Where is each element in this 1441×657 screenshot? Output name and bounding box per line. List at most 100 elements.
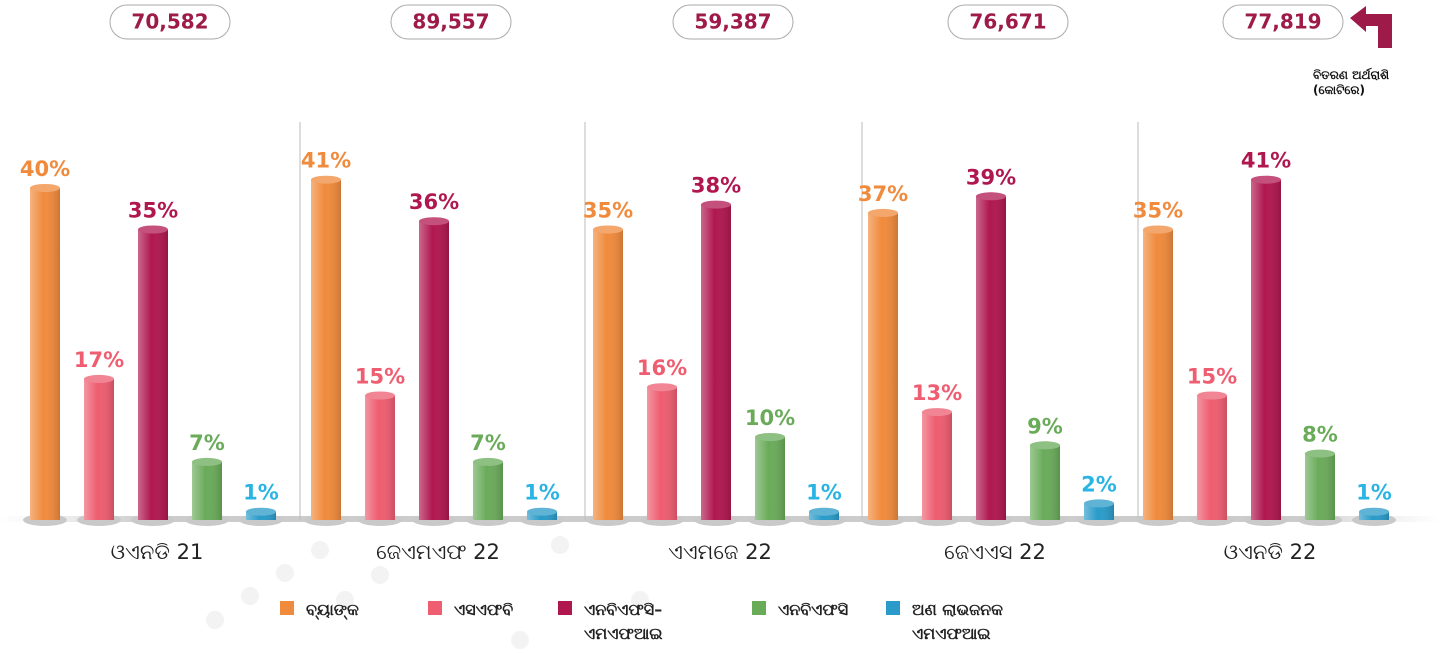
legend-item: ଏନବିଏଫସି– ଏମଏଫଆଇ [558,598,733,646]
value-label: 1% [806,481,842,505]
bar-cap [922,408,952,417]
bar-shine [1143,229,1173,520]
arrow-icon [1350,6,1392,48]
bar-cap-shine [755,433,785,441]
category-label: ଏଏମଜେ 22 [668,540,772,564]
value-label: 35% [1133,199,1183,223]
bar-cap [701,200,731,209]
bar [1084,499,1114,520]
background-dots [206,536,649,649]
legend-item: ଏସଏଫବି [428,598,548,622]
bar-cap [311,175,341,184]
bar-cap-shine [593,225,623,234]
total-pill [390,4,512,40]
bar-cap [976,192,1006,201]
bar-shine [1305,453,1335,520]
bar-cap-shine [809,507,839,516]
legend-label: ଅଣ ଲାଭଜନକ ଏମଏଫଆଇ [912,600,1003,643]
bar [1305,449,1335,520]
value-label: 10% [745,406,795,430]
bar-shine [1197,395,1227,520]
bar-shine [701,204,731,520]
bar [192,457,222,520]
value-label: 15% [1187,365,1237,389]
legend-label: ଏନବିଏଫସି [778,600,849,619]
legend-label: ବ୍ୟାଙ୍କ [306,600,359,619]
bar [647,383,677,520]
legend-swatch [280,601,294,615]
value-label: 35% [128,199,178,223]
category-label: ଓଏନଡି 21 [111,540,204,564]
bar-cap-shine [246,507,276,516]
bar [1030,441,1060,520]
bar-cap [138,225,168,234]
bar-shine [138,229,168,520]
bar-cap [1251,175,1281,184]
bar-shine [527,511,557,520]
bar-shine [246,511,276,520]
bar-cap [868,208,898,217]
bar-cap [84,374,114,383]
bar-shine [868,212,898,520]
total-label: 59,387 [694,10,771,34]
legend-swatch [558,601,572,615]
bar-cap-shine [1251,175,1281,184]
value-label: 9% [1027,414,1063,438]
value-label: 8% [1302,423,1338,447]
legend-swatch [886,601,900,615]
bar [527,507,557,520]
bar-cap-shine [922,408,952,417]
bar-shine [593,229,623,520]
bar [138,225,168,520]
value-label: 17% [74,348,124,372]
bar [1197,391,1227,520]
bar-cap [473,457,503,466]
value-label: 7% [470,431,506,455]
bar [755,433,785,520]
legend-swatch [752,601,766,615]
value-label: 16% [637,356,687,380]
bar-cap-shine [976,192,1006,201]
bar [593,225,623,520]
bar-shine [1030,445,1060,520]
bar-cap-shine [311,175,341,184]
bar-cap [1197,391,1227,400]
value-label: 1% [243,481,279,505]
bar-cap [527,507,557,516]
value-label: 7% [189,431,225,455]
bar-cap [246,507,276,516]
bar-cap-shine [868,208,898,217]
legend-item: ବ୍ୟାଙ୍କ [280,598,420,622]
value-label: 36% [409,190,459,214]
value-label: 1% [524,481,560,505]
bar-cap-shine [84,374,114,383]
bar-cap-shine [647,383,677,392]
bar-shine [311,179,341,520]
total-label: 76,671 [969,10,1046,34]
value-label: 15% [355,365,405,389]
bar-cap-shine [138,225,168,234]
bar-shine [365,395,395,520]
bar [30,184,60,520]
value-label: 41% [301,149,351,173]
bar-shine [1084,503,1114,520]
total-pill [947,4,1069,40]
bar-cap [647,383,677,392]
bar [701,200,731,520]
bar-cap-shine [1305,449,1335,458]
bar-cap [192,457,222,466]
bar-cap-shine [419,217,449,226]
bar-shine [473,461,503,520]
bar-cap [1084,499,1114,508]
bar-cap [1359,507,1389,516]
value-label: 37% [858,182,908,206]
bar-cap [30,184,60,192]
bar-cap-shine [1197,391,1227,400]
bar [976,192,1006,521]
bar-cap-shine [527,507,557,516]
bar-shine [809,511,839,520]
bar [1251,175,1281,520]
bar [365,391,395,520]
